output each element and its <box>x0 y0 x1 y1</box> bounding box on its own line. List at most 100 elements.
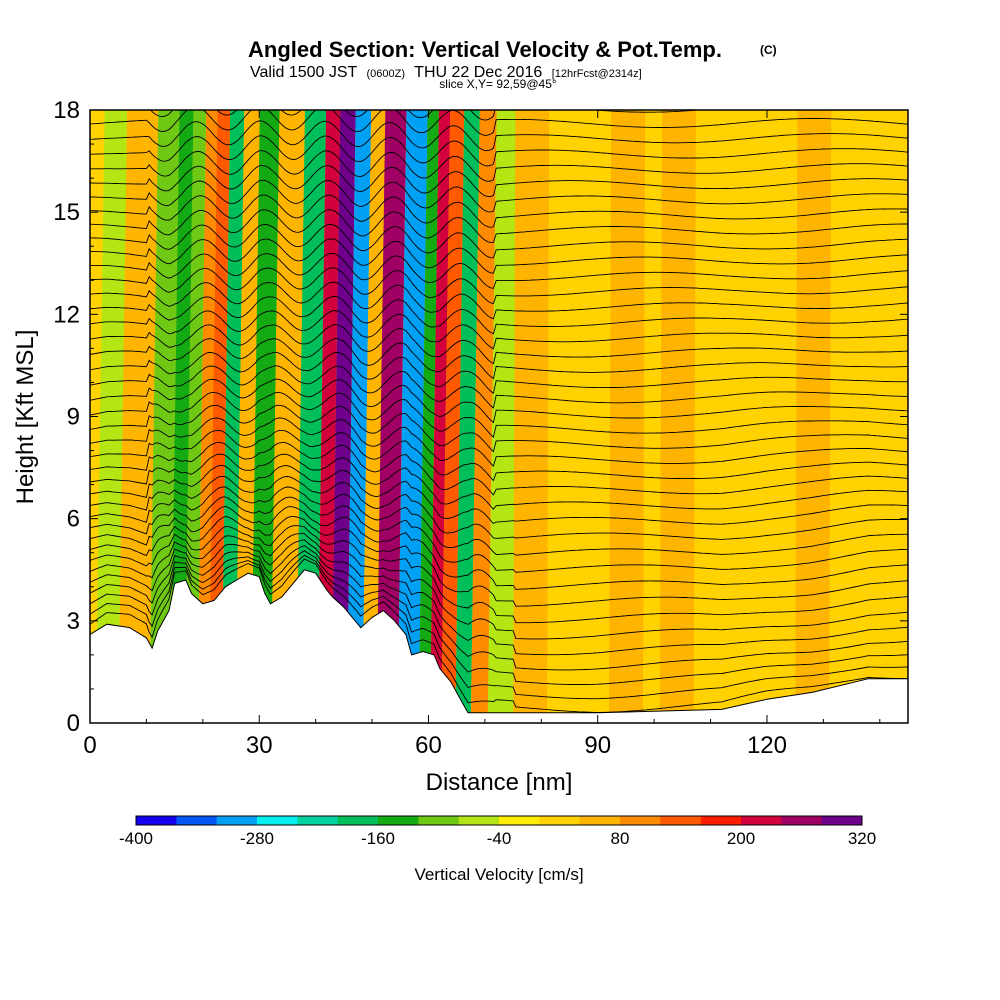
theta-contour <box>90 120 908 152</box>
velocity-band <box>235 110 260 723</box>
theta-contour <box>90 505 908 590</box>
subtitle-zulu: (0600Z) <box>366 68 405 80</box>
colorbar-tick-label: -160 <box>361 829 395 848</box>
theta-contour <box>90 391 908 438</box>
chart-title-units: (C) <box>760 43 777 57</box>
theta-contour <box>90 558 908 713</box>
colorbar-swatch <box>539 816 581 825</box>
velocity-band <box>118 110 159 723</box>
x-tick-label: 60 <box>415 732 442 759</box>
colorbar-swatch <box>660 816 702 825</box>
y-tick-label: 18 <box>53 97 80 124</box>
terrain-profile <box>90 569 908 723</box>
subtitle-valid: Valid 1500 JST <box>250 64 358 81</box>
y-axis-label: Height [Kft MSL] <box>12 330 39 505</box>
x-tick-label: 120 <box>747 732 787 759</box>
theta-contour <box>90 429 908 482</box>
theta-contour <box>90 238 908 274</box>
theta-contour <box>90 223 908 259</box>
colorbar-tick-label: -280 <box>240 829 274 848</box>
colorbar-title: Vertical Velocity [cm/s] <box>414 865 583 884</box>
colorbar-tick-label: 320 <box>848 829 876 848</box>
velocity-band <box>95 110 128 723</box>
y-tick-label: 9 <box>67 404 80 431</box>
velocity-band <box>331 110 356 723</box>
velocity-band <box>418 110 439 723</box>
velocity-band <box>170 110 194 723</box>
velocity-band <box>250 110 280 723</box>
theta-contour <box>90 486 908 556</box>
colorbar-swatch <box>620 816 661 825</box>
velocity-band <box>513 110 550 723</box>
colorbar: -400 -280 -160 -40 80 200 320 <box>119 815 876 848</box>
velocity-band <box>455 110 480 723</box>
colorbar-swatch <box>418 816 460 825</box>
theta-contour <box>90 310 908 350</box>
theta-contour <box>90 267 908 305</box>
theta-contour <box>90 496 908 573</box>
colorbar-swatch <box>257 816 298 825</box>
theta-contour <box>90 453 908 510</box>
theta-contour <box>90 475 908 540</box>
colorbar-swatch <box>216 816 258 825</box>
theta-contour <box>90 554 908 700</box>
colorbar-swatch <box>458 816 500 825</box>
colorbar-tick-label: -400 <box>119 829 153 848</box>
velocity-band <box>346 110 372 723</box>
velocity-band <box>609 110 646 723</box>
x-tick-label: 90 <box>584 732 611 759</box>
velocity-band <box>362 110 386 723</box>
y-tick-label: 12 <box>53 301 80 328</box>
theta-contour <box>90 110 908 136</box>
theta-contour <box>90 365 908 409</box>
theta-contour <box>90 351 908 394</box>
velocity-band <box>295 110 327 723</box>
theta-contour <box>90 295 908 335</box>
theta-contour <box>90 464 908 525</box>
colorbar-swatch <box>781 816 823 825</box>
slice-text: slice X,Y= 92,59@45° <box>439 77 557 91</box>
colorbar-tick-label: -40 <box>487 829 512 848</box>
x-axis-label: Distance [nm] <box>426 769 573 796</box>
colorbar-swatch <box>821 816 863 825</box>
potential-temperature-contours <box>90 110 908 713</box>
theta-contour <box>90 150 908 182</box>
theta-contour <box>90 164 908 197</box>
chart-title-main: Angled Section: Vertical Velocity & Pot.… <box>248 37 722 62</box>
theta-contour <box>90 252 908 289</box>
theta-contour <box>90 281 908 320</box>
theta-contour <box>90 378 908 424</box>
colorbar-swatch <box>136 816 177 825</box>
theta-contour <box>90 404 908 453</box>
theta-contour <box>90 135 908 167</box>
velocity-band <box>795 110 832 723</box>
colorbar-swatch <box>337 816 379 825</box>
colorbar-swatch <box>499 816 540 825</box>
velocity-band <box>184 110 207 723</box>
colorbar-swatch <box>700 816 742 825</box>
y-tick-label: 3 <box>67 608 80 635</box>
colorbar-swatch <box>741 816 782 825</box>
velocity-band <box>317 110 341 723</box>
theta-contour <box>90 539 908 656</box>
colorbar-swatch <box>579 816 621 825</box>
subtitle-date: THU 22 Dec 2016 <box>414 64 542 81</box>
colorbar-swatch <box>378 816 419 825</box>
chart-title: Angled Section: Vertical Velocity & Pot.… <box>248 37 722 62</box>
x-tick-label: 0 <box>83 732 96 759</box>
chart-subtitle: Valid 1500 JST (0600Z) THU 22 Dec 2016 [… <box>250 64 642 81</box>
colorbar-swatch <box>176 816 218 825</box>
x-tick-label: 30 <box>246 732 273 759</box>
theta-contour <box>90 525 908 624</box>
colorbar-swatch <box>297 816 339 825</box>
theta-contour <box>90 545 908 671</box>
velocity-band <box>197 110 218 723</box>
theta-contour <box>90 324 908 365</box>
subtitle-forecast: [12hrFcst@2314z] <box>552 68 642 80</box>
colorbar-tick-label: 200 <box>727 829 755 848</box>
velocity-band <box>208 110 231 723</box>
velocity-band <box>270 110 305 723</box>
colorbar-tick-label: 80 <box>611 829 630 848</box>
theta-contour <box>90 209 908 243</box>
